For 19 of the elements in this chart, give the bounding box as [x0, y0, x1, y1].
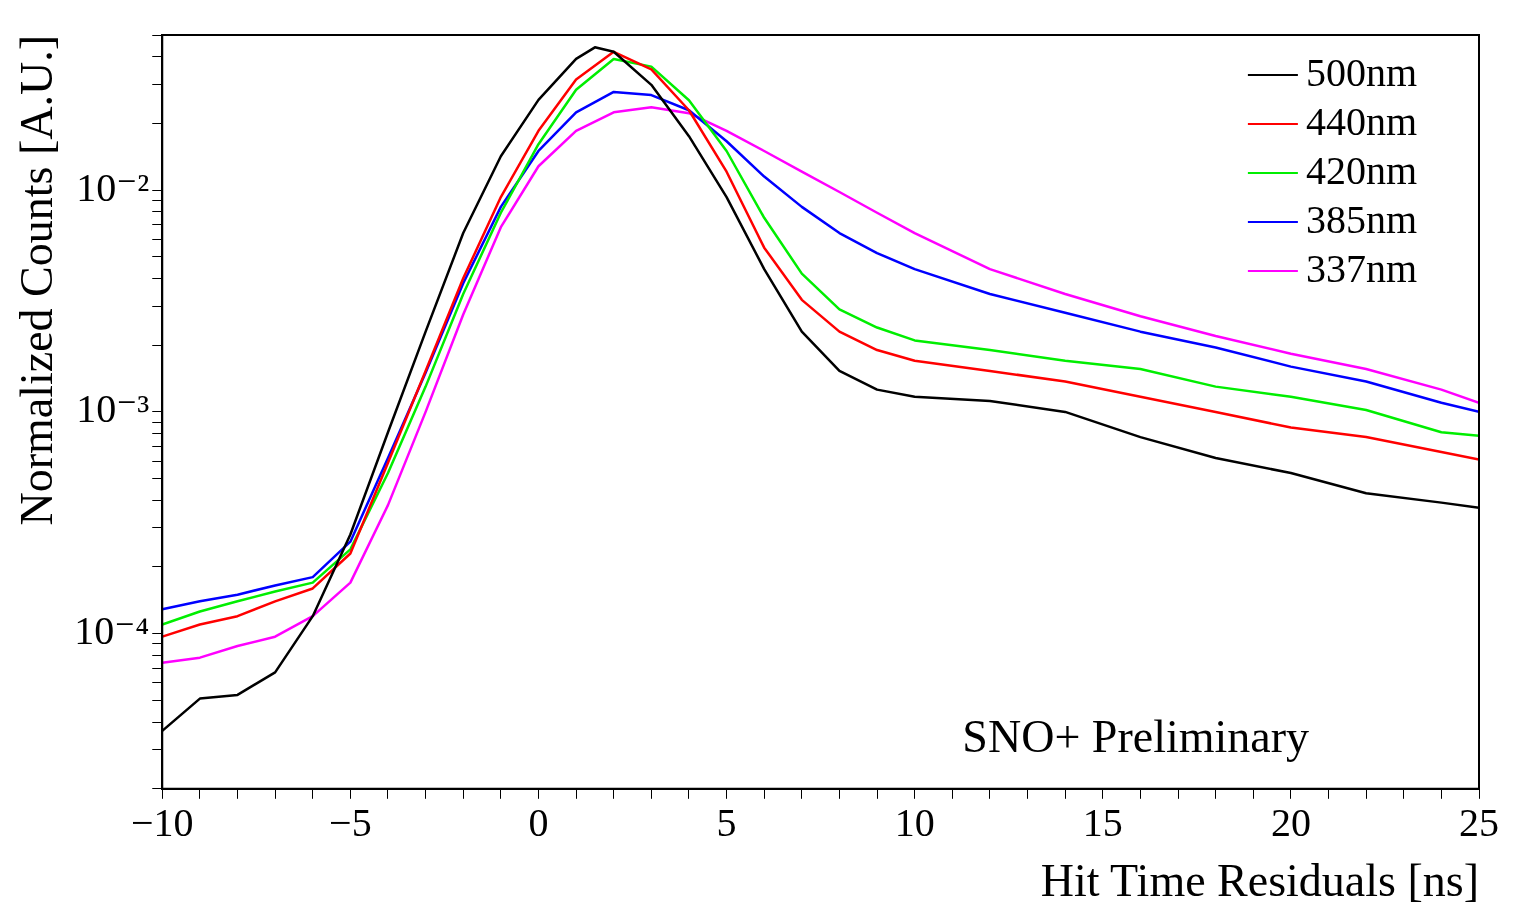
x-axis-title: Hit Time Residuals [ns] [1040, 855, 1479, 907]
x-tick-label: −5 [329, 800, 372, 846]
y-tick-label: 10⁻² [76, 164, 150, 210]
x-tick-label: 15 [1082, 800, 1123, 846]
x-tick-label: 25 [1459, 800, 1499, 846]
x-tick-label: 10 [894, 800, 935, 846]
x-tick-label: −10 [130, 800, 194, 846]
legend-label: 440nm [1305, 98, 1418, 144]
y-tick-label: 10⁻³ [76, 386, 150, 432]
y-axis-title: Normalized Counts [A.U.] [10, 35, 62, 526]
x-tick-label: 5 [716, 800, 737, 846]
x-tick-label: 0 [528, 800, 549, 846]
legend-label: 385nm [1305, 196, 1418, 242]
y-tick-label: 10⁻⁴ [74, 608, 150, 654]
legend-label: 500nm [1305, 49, 1418, 95]
legend-label: 337nm [1305, 245, 1418, 291]
x-tick-label: 20 [1270, 800, 1311, 846]
legend-label: 420nm [1305, 147, 1418, 193]
annotation: SNO+ Preliminary [962, 710, 1309, 762]
